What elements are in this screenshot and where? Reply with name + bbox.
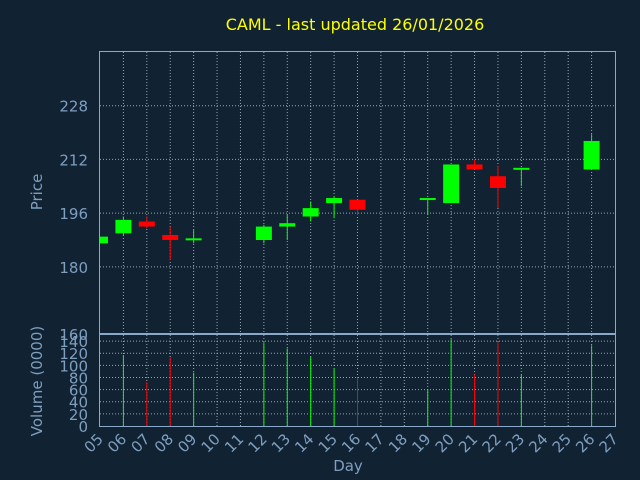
chart-title: CAML - last updated 26/01/2026 (226, 15, 485, 34)
x-tick-label: 06 (104, 430, 130, 456)
x-tick-label: 15 (315, 430, 341, 456)
candle-body (489, 176, 506, 188)
candle-body (138, 221, 155, 227)
candle-body (583, 140, 600, 170)
candle-body (162, 234, 179, 240)
x-tick-label: 17 (362, 430, 388, 456)
candle-body (513, 167, 530, 170)
candle-22 (489, 166, 506, 209)
candle-body (185, 238, 202, 241)
x-tick-label: 16 (338, 430, 364, 456)
candles (99, 134, 600, 261)
volume-y-tick-label: 40 (69, 394, 88, 412)
x-tick-label: 22 (479, 430, 505, 456)
candle-26 (583, 134, 600, 170)
candle-06 (115, 216, 132, 235)
price-y-tick-label: 196 (59, 205, 88, 223)
volume-bars (122, 339, 593, 426)
candle-body (326, 198, 343, 204)
volume-y-tick-label: 0 (78, 418, 88, 436)
volume-axis-label: Volume (0000) (28, 326, 46, 436)
price-y-tick-label: 180 (59, 259, 88, 277)
volume-y-tick-label: 60 (69, 382, 88, 400)
candle-23 (513, 167, 530, 187)
price-y-tick-label: 212 (59, 151, 88, 169)
x-tick-label: 24 (525, 430, 551, 456)
volume-y-tick-label: 80 (69, 369, 88, 387)
volume-y-tick-label: 140 (59, 333, 88, 351)
candle-20 (443, 164, 460, 204)
volume-plot-frame (99, 334, 616, 427)
price-y-tick-label: 160 (59, 326, 88, 344)
x-tick-label: 27 (596, 430, 622, 456)
candle-14 (302, 201, 319, 222)
candle-12 (255, 224, 272, 244)
x-tick-label: 26 (572, 430, 598, 456)
x-tick-label: 14 (291, 430, 317, 456)
candle-05 (99, 236, 108, 244)
x-tick-labels: 0506070809101112131415161718192021222324… (81, 430, 622, 456)
x-tick-label: 20 (432, 430, 458, 456)
x-tick-label: 25 (549, 430, 575, 456)
x-tick-label: 19 (408, 430, 434, 456)
x-tick-label: 10 (198, 430, 224, 456)
candle-body (302, 208, 319, 217)
price-axis-label: Price (28, 174, 46, 211)
candle-body (115, 219, 132, 234)
x-tick-label: 21 (455, 430, 481, 456)
x-tick-label: 23 (502, 430, 528, 456)
candle-body (466, 164, 483, 170)
x-tick-label: 09 (174, 430, 200, 456)
price-gridlines (100, 52, 615, 334)
candle-09 (185, 229, 202, 244)
x-tick-label: 18 (385, 430, 411, 456)
volume-y-tick-label: 20 (69, 406, 88, 424)
x-tick-label: 07 (127, 430, 153, 456)
candle-13 (279, 214, 296, 240)
volume-y-tick-label: 120 (59, 345, 88, 363)
candle-21 (466, 159, 483, 170)
candle-body (443, 164, 460, 204)
candle-07 (138, 216, 155, 229)
candle-body (255, 226, 272, 240)
x-axis-label: Day (333, 457, 363, 475)
candle-16 (349, 199, 366, 215)
price-y-tick-label: 228 (59, 98, 88, 116)
price-y-tick-labels: 160 180 196 212 228 (59, 98, 88, 344)
x-tick-label: 11 (221, 430, 247, 456)
candle-body (100, 236, 108, 244)
candle-15 (326, 196, 343, 219)
x-tick-label: 12 (244, 430, 270, 456)
candle-body (279, 223, 296, 227)
candle-08 (162, 226, 179, 261)
candle-body (349, 199, 366, 210)
x-tick-label: 13 (268, 430, 294, 456)
candle-body (419, 198, 436, 201)
price-plot-frame (99, 51, 616, 334)
x-tick-label: 08 (151, 430, 177, 456)
volume-y-tick-label: 100 (59, 357, 88, 375)
candle-19 (419, 198, 436, 215)
